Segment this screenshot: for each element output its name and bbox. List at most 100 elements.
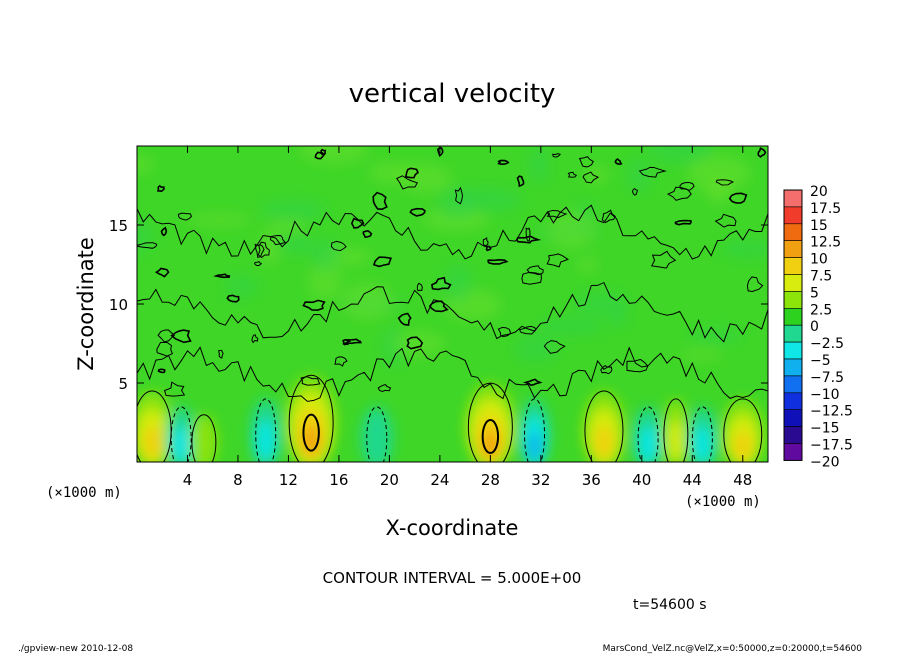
downdraft-contour [170, 406, 192, 462]
downdraft-shade [360, 406, 393, 462]
downdraft-contour [637, 406, 659, 462]
downdraft-shade [256, 419, 276, 462]
contour-boundary [137, 346, 768, 402]
noise-contour [314, 151, 325, 160]
field-patch [646, 146, 715, 165]
noise-contour [614, 157, 623, 165]
updraft-contour [191, 414, 217, 462]
noise-contour [567, 171, 578, 178]
noise-contour [362, 230, 373, 238]
noise-contour [157, 368, 166, 374]
noise-contour [300, 376, 321, 386]
noise-contour [372, 256, 393, 268]
updraft-contour [584, 390, 624, 462]
colorbar-swatch [783, 291, 803, 309]
field-patch [443, 264, 473, 302]
field-patch [572, 291, 629, 316]
noise-contour [330, 240, 347, 252]
noise-contour [397, 312, 412, 327]
chart-title: vertical velocity [349, 79, 556, 109]
downdraft-shade [527, 431, 542, 462]
noise-contour [226, 294, 240, 303]
colorbar-label: −2.5 [810, 336, 844, 352]
noise-contour [163, 381, 186, 397]
noise-contour [728, 192, 748, 204]
noise-contour [302, 299, 326, 311]
colorbar-swatch [783, 392, 803, 410]
colorbar-label: 20 [810, 184, 828, 200]
noise-contour [714, 213, 737, 228]
field-patch [528, 146, 550, 184]
colorbar-label: −17.5 [810, 438, 853, 454]
colorbar-swatch [783, 257, 803, 275]
y-tick-label: 15 [109, 217, 128, 235]
downdraft-contour [691, 406, 713, 462]
x-tick-label: 28 [481, 471, 500, 489]
footer-left: ./gpview-new 2010-12-08 [18, 644, 133, 654]
noise-contour [526, 265, 544, 276]
noise-contour [626, 358, 649, 373]
colorbar-swatch [783, 324, 803, 343]
noise-contour [320, 148, 327, 156]
noise-contour [251, 334, 259, 344]
x-axis-ticks: 4 8 12 16 20 24 28 32 36 40 44 48 [183, 146, 752, 489]
noise-contour [546, 209, 568, 219]
noise-contour [552, 153, 561, 158]
noise-contour [715, 179, 735, 186]
noise-contour [674, 219, 692, 226]
noise-contour [582, 171, 600, 184]
colorbar-swatch [783, 375, 803, 394]
updraft-contour [723, 398, 763, 462]
noise-contour [601, 209, 616, 224]
contour-lines [137, 147, 768, 462]
colorbar-swatch [783, 274, 803, 292]
contour-boundary [137, 281, 768, 343]
noise-contour [254, 261, 263, 267]
colorbar-swatch [783, 223, 803, 242]
x-axis-label: X-coordinate [386, 516, 519, 540]
updraft-core-contour [302, 413, 320, 452]
noise-contour [746, 276, 764, 292]
noise-contour [757, 147, 767, 158]
y-axis-label: Z-coordinate [74, 237, 98, 371]
downdraft-contour [366, 406, 388, 462]
noise-contour [454, 186, 463, 205]
field-patch [538, 317, 603, 336]
noise-contour [157, 329, 176, 343]
noise-contour [525, 227, 531, 242]
noise-contour [543, 340, 566, 354]
noise-contour [546, 253, 569, 268]
colorbar-swatch [783, 358, 803, 377]
downdraft-shade [693, 425, 712, 462]
noise-contour [523, 378, 543, 387]
velocity-field [137, 146, 768, 462]
updraft-core-contour [481, 419, 500, 455]
noise-contour [404, 167, 419, 179]
y-tick-label: 5 [118, 375, 128, 393]
field-patch [265, 219, 307, 234]
noise-contour [257, 241, 270, 259]
field-patch [585, 165, 609, 185]
colorbar-label: 15 [810, 218, 828, 234]
noise-contour [638, 166, 667, 178]
y-axis-ticks: 5 10 15 [109, 217, 768, 393]
field-patch [307, 262, 343, 301]
updraft-contour [288, 374, 334, 462]
field-patch [392, 330, 446, 357]
noise-contour [521, 271, 542, 285]
noise-contour [160, 226, 168, 237]
x-tick-label: 12 [279, 471, 298, 489]
noise-contour [254, 243, 265, 259]
colorbar-label: 2.5 [810, 302, 832, 318]
colorbar-swatch [783, 443, 803, 461]
colorbar-label: −10 [810, 387, 840, 403]
noise-contour [157, 184, 165, 193]
colorbar-label: −7.5 [810, 370, 844, 386]
footer-right: MarsCond_VelZ.nc@VelZ,x=0:50000,z=0:2000… [603, 644, 863, 654]
field-patch [437, 187, 476, 221]
x-tick-label: 44 [683, 471, 702, 489]
noise-contour [170, 329, 192, 344]
noise-contour [578, 156, 594, 168]
